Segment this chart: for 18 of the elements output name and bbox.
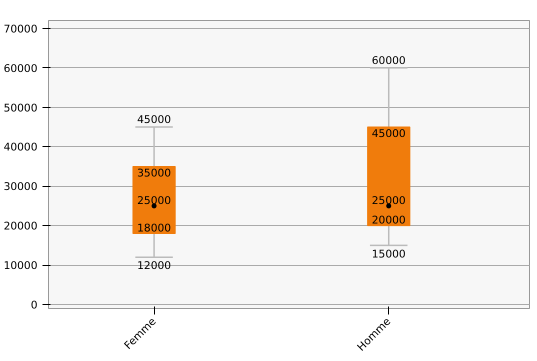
annotation: 20000	[372, 214, 406, 227]
annotation: 45000	[372, 127, 406, 140]
y-tick-label: 50000	[4, 101, 38, 114]
y-tick-label: 10000	[4, 259, 38, 272]
y-tick-label: 70000	[4, 22, 38, 36]
y-tick-label: 60000	[4, 62, 38, 75]
annotation: 18000	[137, 222, 172, 235]
annotation: 15000	[372, 247, 406, 260]
annotation: 45000	[137, 113, 172, 126]
y-tick-label: 20000	[4, 220, 38, 233]
annotation: 25000	[137, 194, 172, 207]
y-tick-label: 40000	[4, 140, 38, 154]
annotation: 35000	[137, 166, 172, 180]
annotation: 12000	[137, 259, 172, 272]
y-tick-label: 0	[30, 298, 38, 312]
y-tick-label: 30000	[4, 180, 38, 194]
annotation: 60000	[372, 54, 406, 67]
annotation: 25000	[372, 194, 406, 207]
